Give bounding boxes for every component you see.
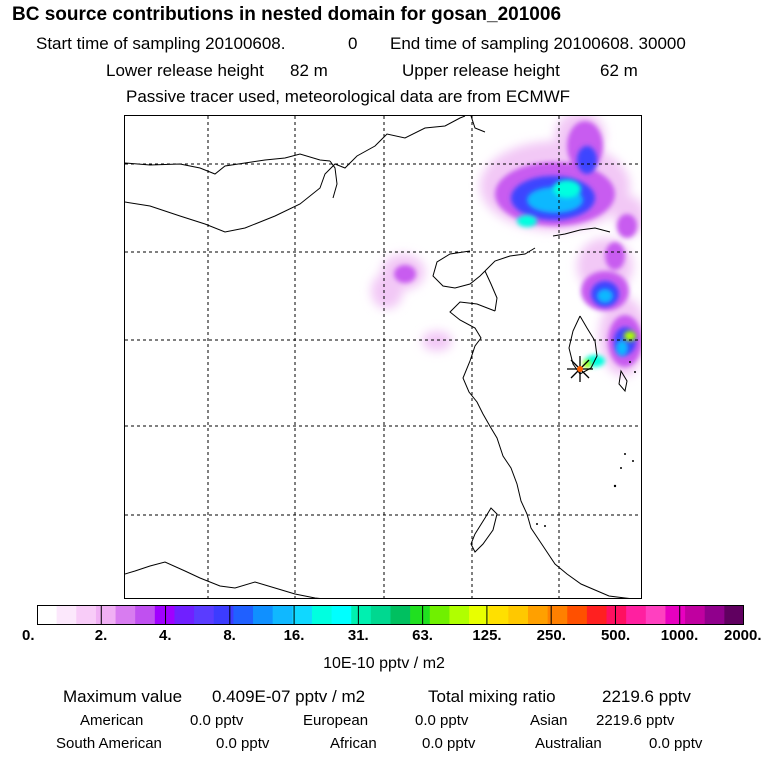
region-south-american-value: 0.0 pptv — [216, 735, 270, 752]
colorbar-swatch — [135, 605, 156, 625]
colorbar-swatch — [527, 605, 549, 625]
colorbar-frame — [37, 605, 744, 625]
colorbar-swatch — [429, 605, 451, 625]
colorbar-swatch — [567, 605, 588, 625]
colorbar-swatch — [95, 605, 117, 625]
colorbar-swatch — [390, 605, 411, 625]
colorbar-swatch — [154, 605, 176, 625]
region-european-value: 0.0 pptv — [415, 712, 469, 729]
end-time-label: End time of sampling 20100608. 30000 — [390, 34, 686, 53]
tracer-plume — [371, 116, 641, 376]
region-asian-label: Asian — [530, 712, 568, 729]
colorbar-swatch — [606, 605, 627, 625]
upper-release-value: 62 m — [600, 61, 638, 80]
region-european-label: European — [303, 712, 369, 729]
region-australian-label: Australian — [535, 735, 602, 752]
start-time-label: Start time of sampling 20100608. — [36, 34, 286, 53]
region-american-label: American — [80, 712, 144, 729]
max-value-label: Maximum value — [63, 687, 183, 706]
lower-release-label: Lower release height — [106, 61, 264, 80]
colorbar-swatch — [174, 605, 195, 625]
region-australian-value: 0.0 pptv — [649, 735, 703, 752]
colorbar-swatch — [469, 605, 490, 625]
colorbar-units: 10E-10 pptv / m2 — [323, 655, 445, 672]
colorbar-swatch — [253, 605, 274, 625]
colorbar-swatch — [292, 605, 313, 625]
colorbar-swatch — [449, 605, 470, 625]
colorbar-swatch — [37, 605, 58, 625]
lower-release-value: 82 m — [290, 61, 328, 80]
colorbar-swatch — [76, 605, 97, 625]
grid-lines — [125, 116, 641, 598]
colorbar-tick-label: 500. — [600, 627, 631, 644]
colorbar-swatch — [665, 605, 686, 625]
colorbar-swatch — [586, 605, 608, 625]
colorbar-tick-label: 31. — [347, 627, 369, 644]
region-african-value: 0.0 pptv — [422, 735, 476, 752]
tracer-note: Passive tracer used, meteorological data… — [126, 87, 571, 106]
colorbar-tick-label: 16. — [283, 627, 305, 644]
colorbar-swatch — [115, 605, 136, 625]
colorbar-swatch — [645, 605, 667, 625]
colorbar-swatch — [331, 605, 352, 625]
region-south-american-label: South American — [56, 735, 162, 752]
receptor-dot — [577, 366, 583, 372]
colorbar-swatch — [370, 605, 392, 625]
region-american-value: 0.0 pptv — [190, 712, 244, 729]
colorbar-tick-label: 4. — [159, 627, 172, 644]
colorbar-tick-label: 2. — [94, 627, 108, 644]
colorbar-swatch — [194, 605, 215, 625]
colorbar — [37, 605, 744, 625]
colorbar-tick-label: 63. — [412, 627, 433, 644]
colorbar-swatch — [626, 605, 647, 625]
upper-release-label: Upper release height — [402, 61, 560, 80]
colorbar-labels: 0. 2. 4. 8. 16. 31. 63. 125. 250. 500. 1000. 2000. — [0, 627, 768, 647]
colorbar-swatch — [56, 605, 77, 625]
max-value: 0.409E-07 pptv / m2 — [212, 687, 366, 706]
colorbar-swatch — [272, 605, 293, 625]
colorbar-swatch — [704, 605, 725, 625]
colorbar-swatch — [488, 605, 509, 625]
colorbar-tick-label: 2000. — [724, 627, 762, 644]
colorbar-swatch — [547, 605, 568, 625]
small-islands — [536, 361, 636, 527]
colorbar-swatch — [233, 605, 254, 625]
colorbar-tick-label: 0. — [22, 627, 35, 644]
colorbar-tick-label: 250. — [536, 627, 566, 644]
colorbar-swatch — [724, 605, 744, 625]
start-time-value: 0 — [348, 34, 358, 53]
colorbar-tick-label: 125. — [472, 627, 502, 644]
total-mixing-label: Total mixing ratio — [428, 687, 556, 706]
colorbar-tick-label: 1000. — [660, 627, 699, 644]
colorbar-swatch — [311, 605, 333, 625]
colorbar-swatch — [410, 605, 431, 625]
region-african-label: African — [330, 735, 377, 752]
total-mixing-value: 2219.6 pptv — [602, 687, 691, 706]
map-title: BC source contributions in nested domain… — [12, 4, 562, 25]
colorbar-tick-label: 8. — [223, 627, 236, 644]
region-asian-value: 2219.6 pptv — [596, 712, 675, 729]
map-svg — [125, 116, 641, 598]
map-panel — [124, 115, 642, 599]
colorbar-swatch — [685, 605, 706, 625]
colorbar-swatch — [508, 605, 529, 625]
colorbar-swatch — [213, 605, 234, 625]
colorbar-swatch — [351, 605, 372, 625]
